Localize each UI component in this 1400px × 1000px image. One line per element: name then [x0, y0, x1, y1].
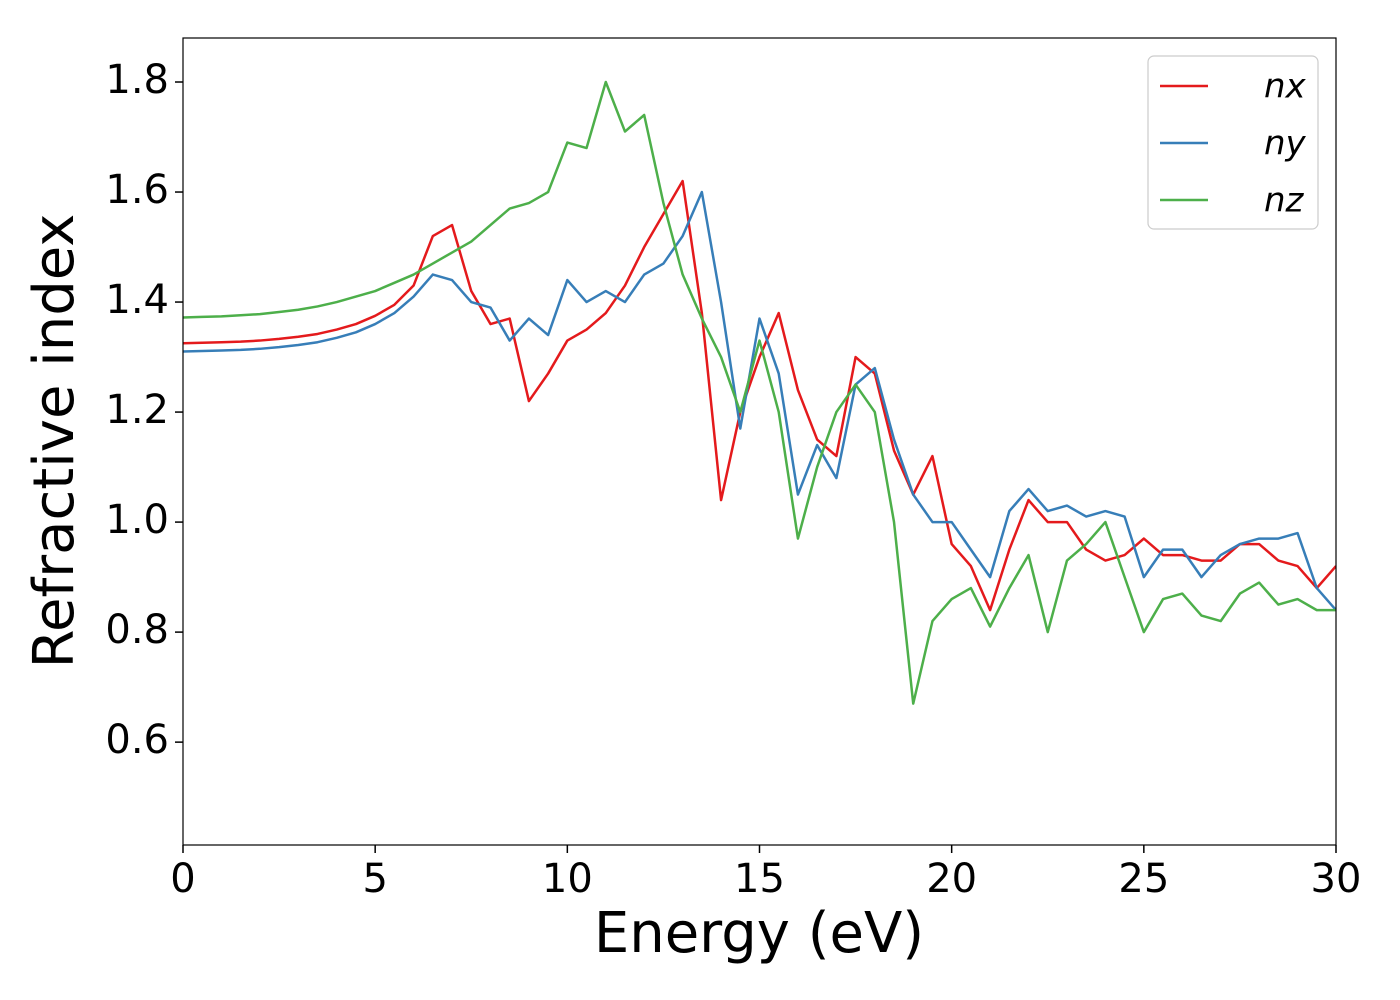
y-tick-label: 1.6 — [105, 167, 169, 213]
data-line — [183, 190, 1336, 611]
y-tick-label: 1.8 — [105, 57, 169, 103]
x-tick-label: 10 — [542, 856, 593, 902]
y-axis-label: Refractive index — [22, 214, 87, 669]
x-tick-label: 0 — [170, 856, 195, 902]
x-axis-label: Energy (eV) — [594, 901, 924, 966]
x-tick-label: 25 — [1118, 856, 1169, 902]
x-tick-label: 5 — [362, 856, 387, 902]
y-tick-label: 1.2 — [105, 387, 169, 433]
x-tick-label: 20 — [926, 856, 977, 902]
plot-lines — [183, 80, 1336, 705]
legend-box — [1147, 55, 1319, 230]
y-tick-label: 1.0 — [105, 497, 169, 543]
legend-label: nx — [1264, 67, 1307, 107]
y-tick-label: 1.4 — [105, 277, 169, 323]
legend-label: nz — [1264, 181, 1305, 221]
y-tick-label: 0.8 — [105, 607, 169, 653]
plot-frame — [182, 37, 1337, 846]
data-line — [183, 80, 1336, 705]
x-tick-label: 30 — [1311, 856, 1362, 902]
data-line — [183, 179, 1336, 612]
legend-label: ny — [1264, 124, 1307, 164]
y-tick-label: 0.6 — [105, 717, 169, 763]
x-tick-label: 15 — [734, 856, 785, 902]
